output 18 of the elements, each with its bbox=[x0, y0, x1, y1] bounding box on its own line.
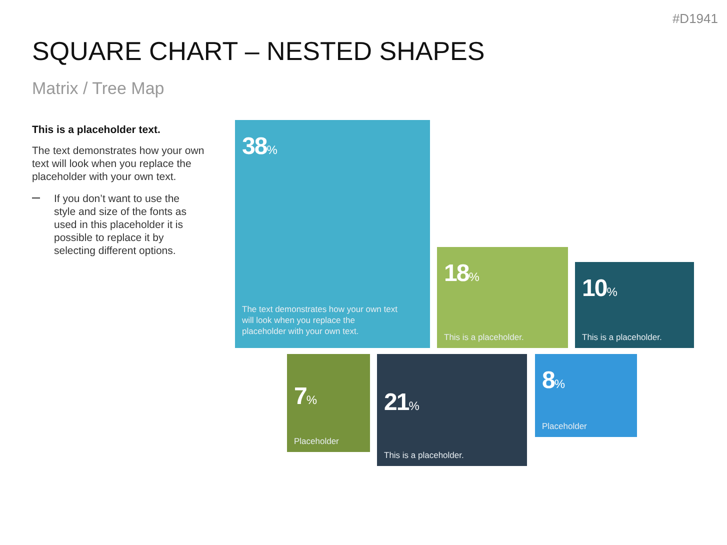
data-label: 21% bbox=[384, 389, 420, 416]
data-label: 7% bbox=[294, 383, 318, 410]
text: This is a placeholder text. bbox=[32, 124, 160, 136]
text: Matrix / Tree Map bbox=[32, 79, 164, 98]
data-label: 18% bbox=[444, 260, 480, 287]
text: #D1941 bbox=[672, 11, 718, 26]
text: The text demonstrates how your own text will look when you replace the placeholder with your own text. bbox=[32, 145, 204, 183]
data-label: 38% bbox=[242, 133, 278, 160]
category-label: This is a placeholder. bbox=[582, 332, 662, 342]
category-label: This is a placeholder. bbox=[384, 450, 464, 460]
category-label: Placeholder bbox=[294, 436, 340, 446]
data-label: 10% bbox=[582, 275, 618, 302]
category-label: This is a placeholder. bbox=[444, 332, 524, 342]
text: SQUARE CHART – NESTED SHAPES bbox=[32, 36, 485, 66]
data-label: 8% bbox=[542, 367, 566, 394]
category-label: The text demonstrates how your own text will look when you replace the placeholder with your own text. bbox=[241, 304, 398, 336]
category-label: Placeholder bbox=[542, 421, 588, 431]
text: If you don’t want to use the style and size of the fonts as used in this placeholder it is possible to replace it by selecting different options. bbox=[54, 193, 186, 257]
